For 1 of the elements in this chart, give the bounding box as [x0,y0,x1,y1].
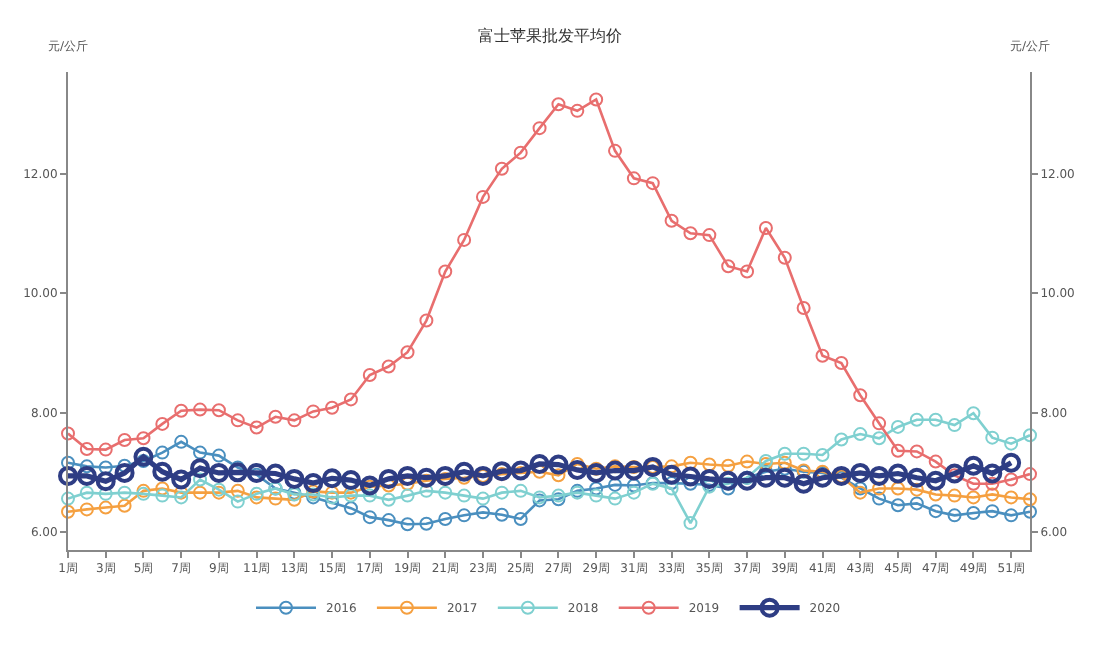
chart-title: 富士苹果批发平均价 [478,26,622,45]
